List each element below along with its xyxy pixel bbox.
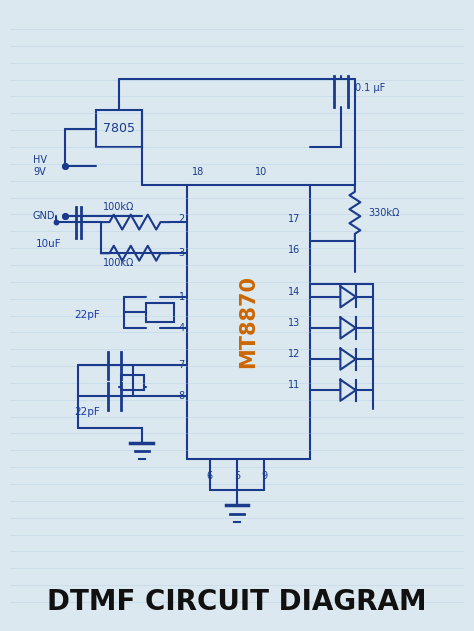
Text: 1: 1 [179, 292, 185, 302]
Text: 11: 11 [288, 380, 301, 390]
Bar [146, 303, 173, 322]
Text: 2: 2 [179, 214, 185, 224]
Text: 0.1 μF: 0.1 μF [355, 83, 385, 93]
Text: 16: 16 [288, 245, 301, 255]
Text: 13: 13 [288, 318, 301, 328]
Text: 8: 8 [179, 391, 185, 401]
Text: 100kΩ: 100kΩ [103, 201, 135, 211]
Text: 6: 6 [207, 471, 213, 481]
Text: 330kΩ: 330kΩ [368, 208, 400, 218]
Text: GND: GND [33, 211, 55, 221]
Text: 18: 18 [191, 167, 204, 177]
Text: 7: 7 [179, 360, 185, 370]
Text: 4: 4 [179, 323, 185, 333]
Text: HV
9V: HV 9V [33, 155, 47, 177]
Bar [121, 375, 144, 390]
Bar [187, 185, 310, 459]
Bar [96, 110, 142, 148]
Text: 7805: 7805 [103, 122, 135, 135]
Text: DTMF CIRCUIT DIAGRAM: DTMF CIRCUIT DIAGRAM [47, 588, 427, 616]
Text: 100kΩ: 100kΩ [103, 257, 135, 268]
Text: 3: 3 [179, 248, 185, 258]
Text: 12: 12 [288, 349, 301, 359]
Text: 9: 9 [261, 471, 267, 481]
Text: 22pF: 22pF [74, 407, 100, 417]
Text: 10uF: 10uF [36, 239, 62, 249]
Text: MT8870: MT8870 [238, 275, 258, 369]
Text: 5: 5 [234, 471, 240, 481]
Text: 10: 10 [255, 167, 267, 177]
Text: 17: 17 [288, 214, 301, 224]
Text: 22pF: 22pF [74, 310, 100, 321]
Text: 14: 14 [288, 287, 301, 297]
